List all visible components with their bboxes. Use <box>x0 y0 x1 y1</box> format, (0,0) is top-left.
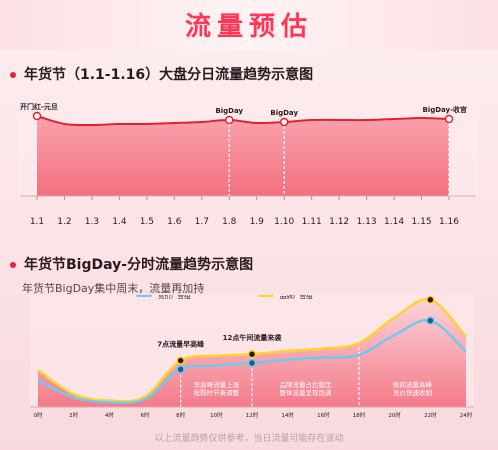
daily-x-tick-label: 1.4 <box>112 217 127 227</box>
annotation-marker <box>444 114 454 124</box>
daily-x-tick-label: 1.6 <box>167 217 182 227</box>
annotation-marker <box>176 356 185 365</box>
hourly-trend-title: 年货节BigDay-分时流量趋势示意图 <box>24 257 254 273</box>
annotation-label: 7点流量早高峰 <box>157 340 205 349</box>
daily-x-tick-label: 1.9 <box>250 217 265 227</box>
annotation-marker <box>279 117 289 127</box>
hourly-trend-subtitle: 年货节BigDay集中周末，流量再加持 <box>22 282 205 295</box>
hourly-x-tick-label: 6时 <box>141 411 150 419</box>
daily-x-tick-label: 1.14 <box>384 217 404 227</box>
annotation-marker <box>176 365 185 374</box>
annotation-label: BigDay <box>215 107 243 115</box>
annotation-marker <box>426 316 435 325</box>
daily-trend-title: 年货节（1.1-1.16）大盘分日流量趋势示意图 <box>24 67 314 83</box>
daily-x-tick-label: 1.12 <box>329 217 349 227</box>
band-note-text: 品牌流量占比稳定 <box>280 380 333 389</box>
band-note-text: 晚间流量高峰 <box>393 380 433 389</box>
annotation-marker <box>426 295 435 305</box>
annotation-marker <box>32 111 42 121</box>
daily-area-fill <box>37 116 449 196</box>
daily-x-tick-label: 1.8 <box>222 217 237 227</box>
hourly-x-tick-label: 12时 <box>246 411 259 419</box>
legend-swatch <box>258 295 274 297</box>
legend-swatch <box>136 295 152 297</box>
legend-label: 竞价广告组 <box>158 295 191 300</box>
daily-x-tick-label: 1.10 <box>274 217 294 227</box>
annotation-label: 12点午间流量来袭 <box>223 333 283 342</box>
hourly-x-tick-label: 8时 <box>176 411 185 419</box>
daily-x-tick-label: 1.16 <box>439 217 459 227</box>
daily-x-tick-label: 1.7 <box>195 217 209 227</box>
daily-x-tick-label: 1.3 <box>85 217 99 227</box>
band-note-text: 早高峰流量上涨 <box>194 380 240 389</box>
annotation-marker <box>247 349 257 359</box>
hourly-x-tick-label: 14时 <box>281 411 294 419</box>
annotation-label: 开门红-元旦 <box>20 102 58 111</box>
bullet-dot-icon <box>10 262 16 268</box>
daily-x-tick-label: 1.2 <box>57 217 71 227</box>
daily-trend-heading: 年货节（1.1-1.16）大盘分日流量趋势示意图 <box>10 64 313 84</box>
daily-trend-line <box>36 115 450 127</box>
hourly-trend-heading: 年货节BigDay-分时流量趋势示意图 <box>10 254 253 274</box>
hourly-x-tick-label: 16时 <box>317 411 330 419</box>
hourly-x-tick-label: 10时 <box>210 411 223 419</box>
annotation-label: BigDay <box>270 109 298 117</box>
hourly-area-fill <box>38 299 466 407</box>
annotation-marker <box>247 358 257 368</box>
page-title: 流量预估 <box>184 12 313 42</box>
hourly-x-tick-label: 24时 <box>460 411 473 419</box>
hourly-x-tick-label: 0时 <box>34 411 43 419</box>
hourly-x-tick-label: 4时 <box>105 411 114 419</box>
title-banner <box>0 0 498 50</box>
footnote: 以上流量趋势仅供参考，当日流量可能存在波动 <box>154 434 344 444</box>
hourly-x-tick-label: 2时 <box>69 411 78 419</box>
daily-x-tick-label: 1.11 <box>302 217 322 227</box>
annotation-marker <box>225 115 234 125</box>
daily-x-tick-label: 1.15 <box>412 217 432 227</box>
band-note-text: 整体流量呈现饱满 <box>280 388 333 397</box>
daily-x-tick-label: 1.5 <box>140 217 154 227</box>
band-note-text: 竞价快速收割 <box>393 388 433 397</box>
daily-x-tick-label: 1.1 <box>30 217 44 227</box>
hourly-x-tick-label: 18时 <box>353 411 366 419</box>
band-note-text: 抢购时节奏调整 <box>194 388 240 397</box>
bullet-dot-icon <box>10 72 16 78</box>
hourly-x-tick-label: 22时 <box>424 411 437 419</box>
hourly-x-tick-label: 20时 <box>388 411 401 419</box>
daily-traffic-chart: 1.1 1.2 1.3 1.4 1.5 1.6 1.7 1.8 1.9 1.10 1.11 1.12 1… <box>18 100 478 227</box>
daily-x-tick-label: 1.13 <box>357 217 377 227</box>
legend-label: 品牌广告组 <box>280 295 313 300</box>
annotation-label: BigDay-收官 <box>422 105 467 114</box>
